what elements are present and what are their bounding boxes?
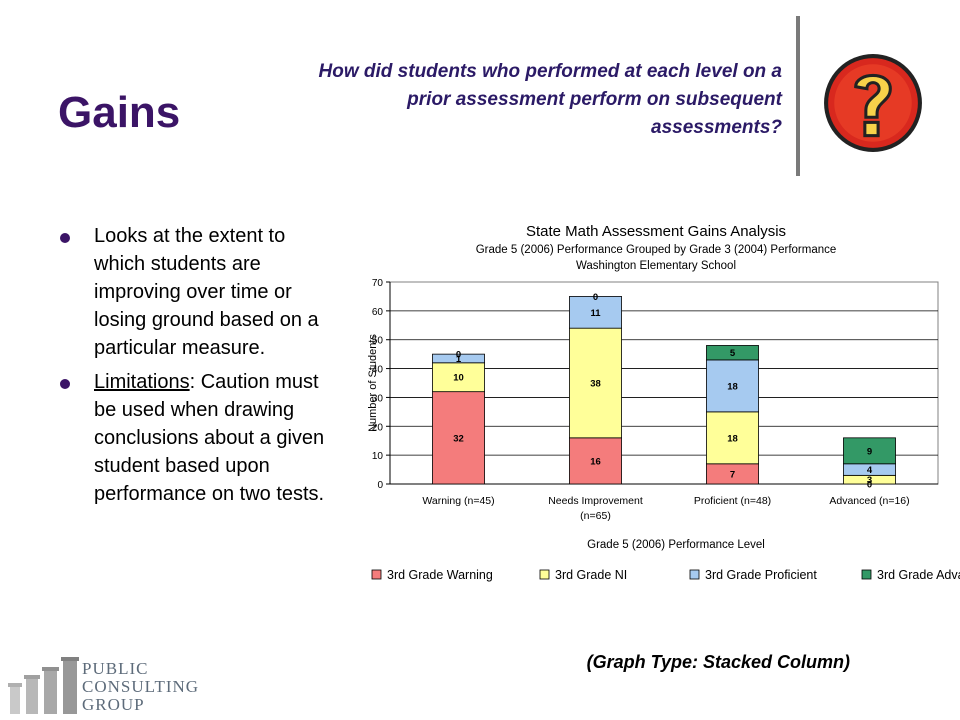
- chart-title: State Math Assessment Gains Analysis: [526, 223, 786, 240]
- y-axis-label: Number of Students: [367, 334, 379, 432]
- y-tick-label: 10: [372, 451, 384, 462]
- bullet-text: : Caution must be used when drawing conc…: [94, 371, 325, 505]
- x-tick-label: Needs Improvement: [548, 495, 643, 507]
- x-tick-label: Proficient (n=48): [694, 495, 771, 507]
- bullet-lead: Limitations: [94, 371, 190, 393]
- divider: [796, 16, 800, 176]
- guiding-question: How did students who performed at each l…: [318, 61, 782, 138]
- x-axis-label: Grade 5 (2006) Performance Level: [587, 539, 765, 551]
- legend-label: 3rd Grade Proficient: [705, 568, 817, 582]
- data-label: 38: [590, 379, 601, 390]
- x-tick-label: Warning (n=45): [422, 495, 494, 507]
- data-label: 16: [590, 456, 601, 467]
- chart-svg: State Math Assessment Gains Analysis Grad…: [367, 223, 960, 582]
- logo-line: PUBLIC: [82, 659, 149, 678]
- data-label: 7: [730, 469, 735, 480]
- bar-segment: [706, 345, 759, 361]
- data-label: 18: [727, 381, 738, 392]
- logo-line: GROUP: [82, 695, 145, 714]
- bar-segment: [569, 296, 622, 329]
- data-label: 0: [593, 292, 598, 303]
- logo-columns-icon: [8, 657, 79, 714]
- data-label: 32: [453, 433, 464, 444]
- stacked-column-chart: State Math Assessment Gains Analysis Grad…: [352, 212, 960, 592]
- bar-segment: [432, 362, 485, 393]
- y-tick-label: 70: [372, 278, 384, 289]
- data-label: 9: [867, 446, 872, 457]
- data-label: 10: [453, 373, 464, 384]
- chart-subtitle: Washington Elementary School: [576, 260, 736, 272]
- graph-type-caption: (Graph Type: Stacked Column): [586, 652, 850, 672]
- y-tick-label: 40: [372, 365, 384, 376]
- question-mark-icon: [824, 54, 922, 152]
- data-label: 11: [590, 308, 601, 319]
- legend-swatch: [689, 569, 700, 580]
- data-label: 0: [456, 350, 461, 361]
- bar-segment: [706, 359, 759, 413]
- data-label: 3: [867, 475, 872, 486]
- bar-segment: [843, 437, 896, 465]
- data-label: 18: [727, 433, 738, 444]
- data-label: 5: [730, 348, 736, 359]
- bar-segment: [432, 353, 485, 364]
- bar-segment: [706, 411, 759, 465]
- page-title: Gains: [58, 88, 181, 137]
- x-tick-label: (n=65): [580, 510, 611, 522]
- logo-line: CONSULTING: [82, 677, 200, 696]
- bullet-text: Looks at the extent to which students ar…: [94, 225, 319, 359]
- legend-label: 3rd Grade Warning: [387, 568, 493, 582]
- data-label: 4: [867, 465, 873, 476]
- y-tick-label: 30: [372, 393, 384, 404]
- bullet-dot-icon: [60, 379, 70, 389]
- y-tick-label: 20: [372, 422, 384, 433]
- bar-segment: [569, 327, 622, 439]
- bullet-item: Looks at the extent to which students ar…: [60, 222, 340, 362]
- bullet-list: Looks at the extent to which students ar…: [60, 222, 340, 514]
- chart-subtitle: Grade 5 (2006) Performance Grouped by Gr…: [476, 244, 837, 256]
- legend-swatch: [539, 569, 550, 580]
- legend-swatch: [371, 569, 382, 580]
- data-label: 0: [867, 480, 872, 491]
- legend-swatch: [861, 569, 872, 580]
- data-label: 1: [456, 354, 462, 365]
- y-tick-label: 60: [372, 307, 384, 318]
- legend-label: 3rd Grade NI: [555, 568, 627, 582]
- logo-text: PUBLIC CONSULTING GROUP: [82, 660, 199, 714]
- y-tick-label: 0: [377, 480, 383, 491]
- bullet-item: Limitations: Caution must be used when d…: [60, 368, 340, 508]
- legend-label: 3rd Grade Advanced: [877, 568, 960, 582]
- bullet-dot-icon: [60, 233, 70, 243]
- bar-segment: [569, 437, 622, 485]
- y-tick-label: 50: [372, 336, 384, 347]
- x-tick-label: Advanced (n=16): [829, 495, 909, 507]
